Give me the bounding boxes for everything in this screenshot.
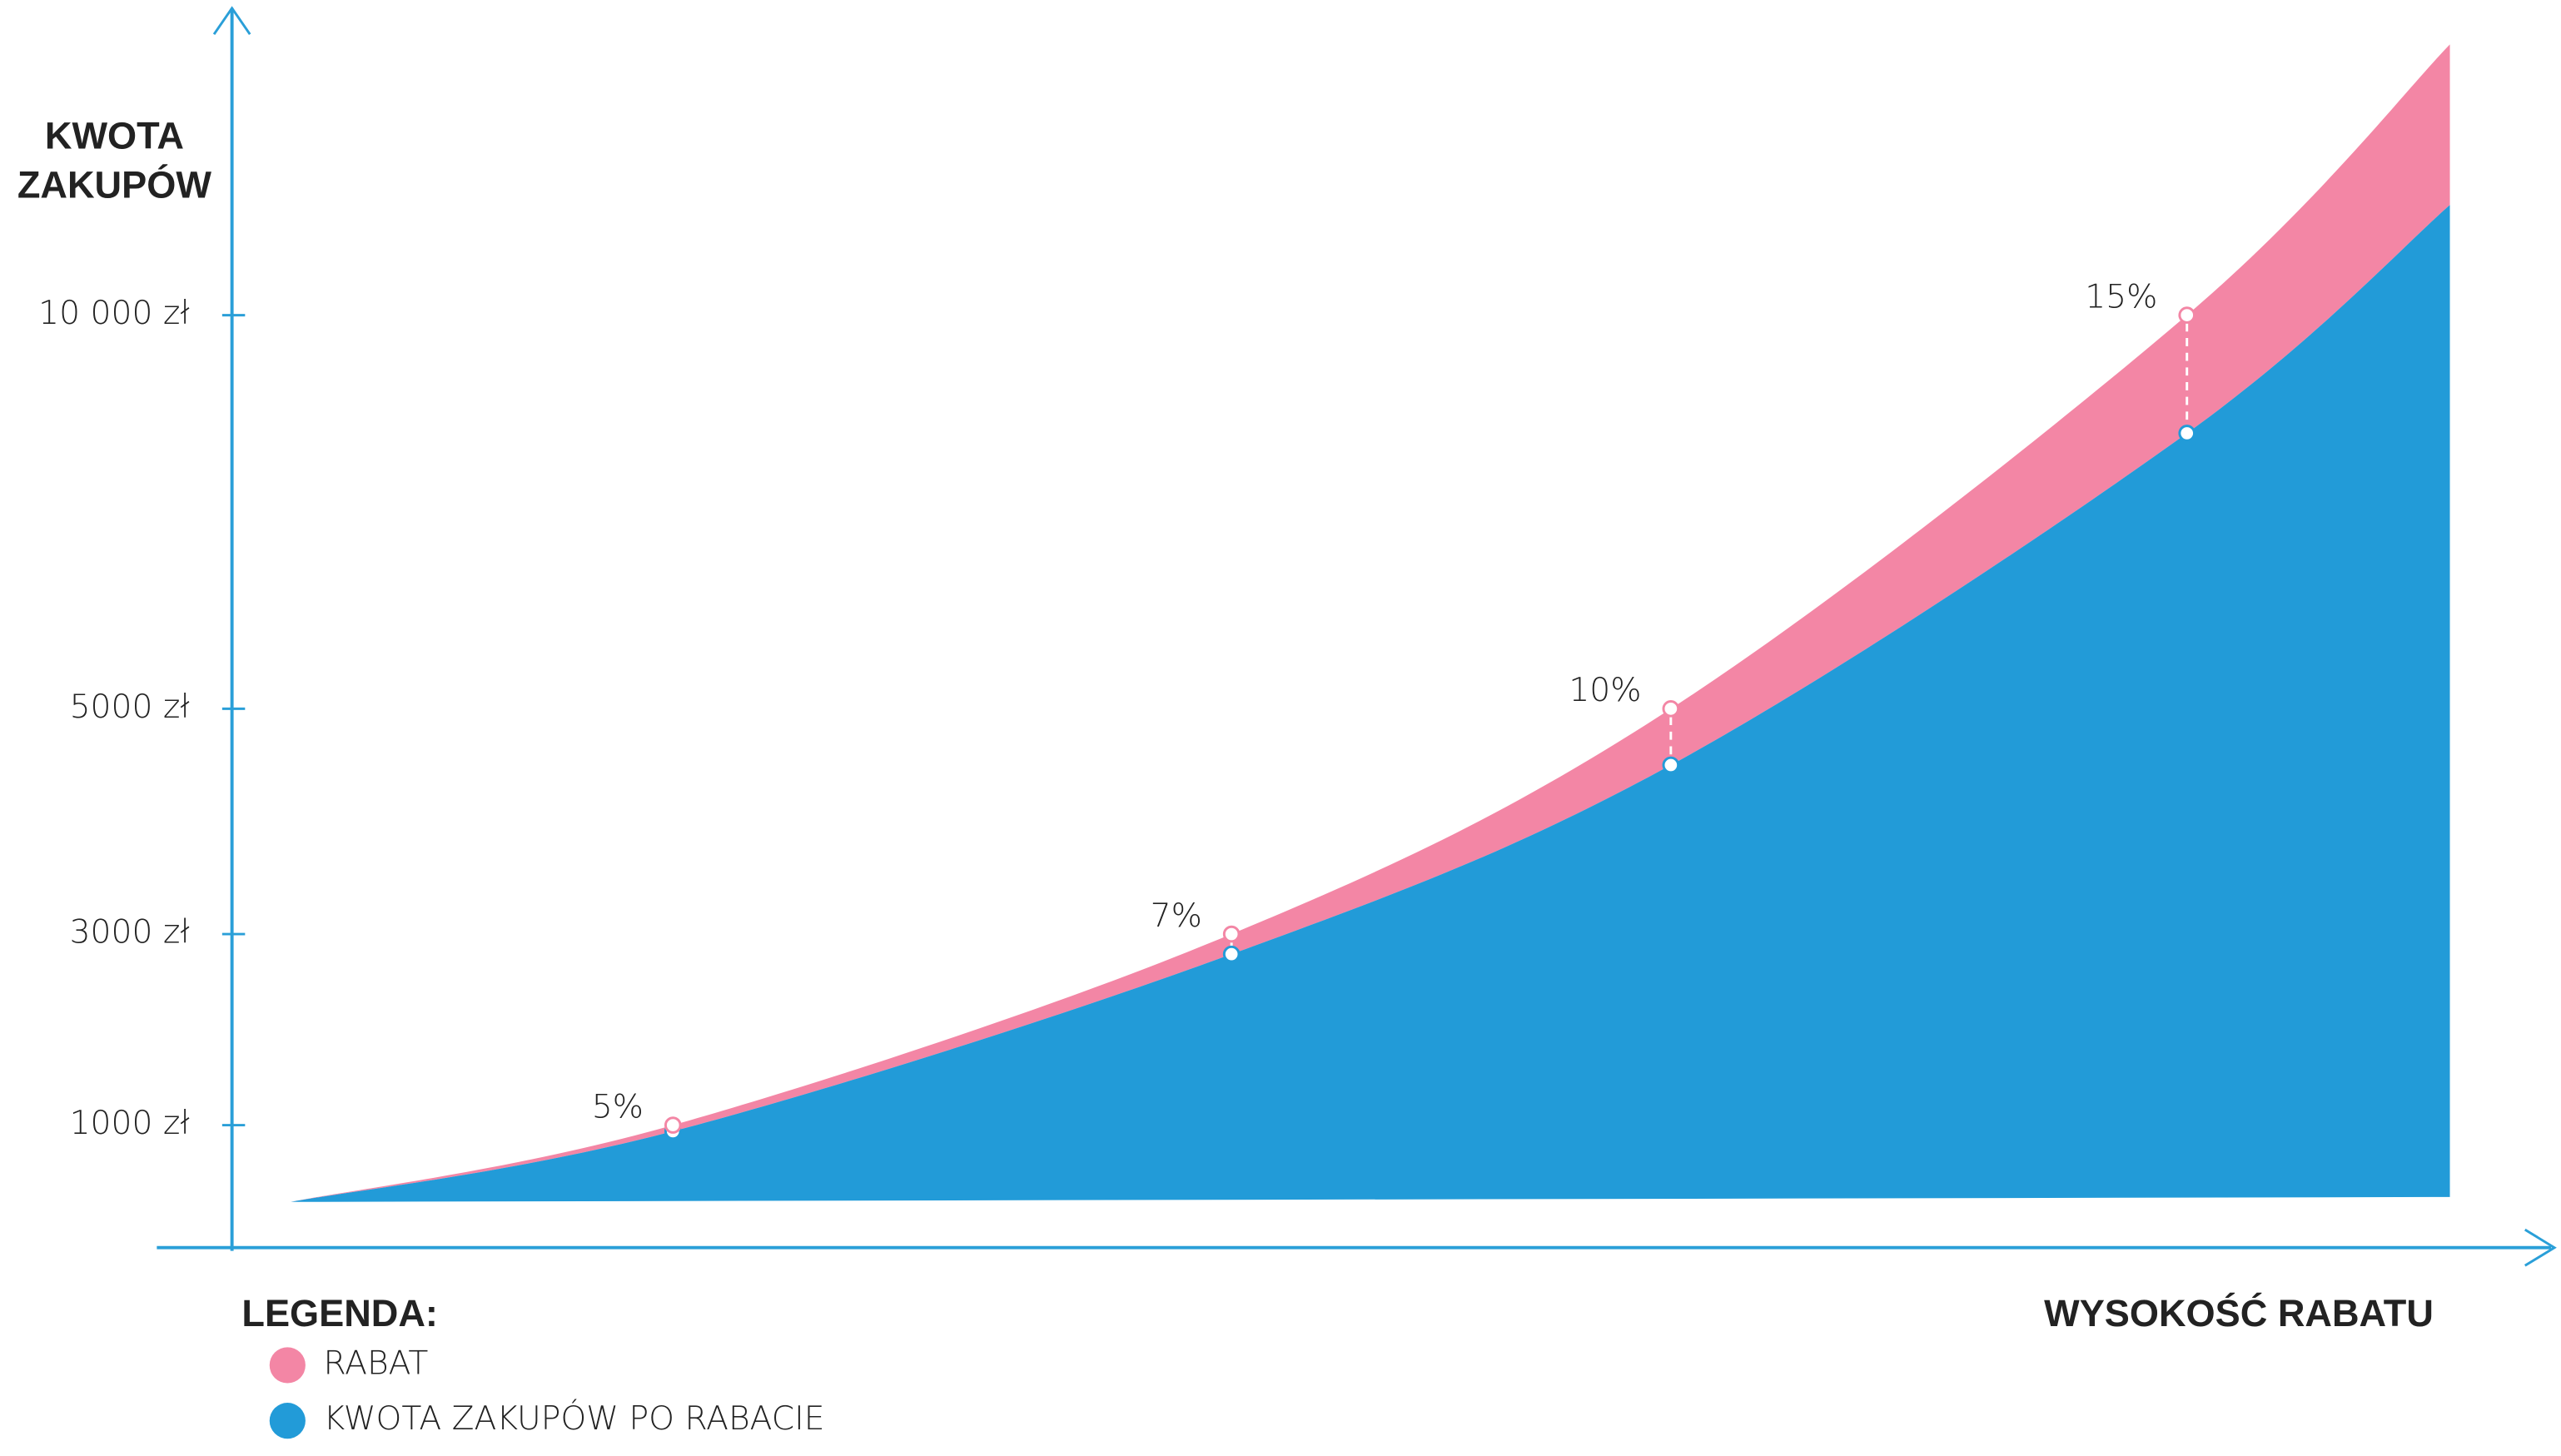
x-axis-label: WYSOKOŚĆ RABATU	[2044, 1292, 2434, 1334]
category-label: 5%	[592, 1088, 644, 1126]
data-point	[1662, 756, 1680, 774]
legend-label: RABAT	[323, 1344, 428, 1382]
data-point	[1222, 925, 1241, 943]
area-fill	[291, 205, 2450, 1202]
category-label: 7%	[1151, 897, 1202, 935]
y-tick-label: 5000 zł	[70, 688, 190, 726]
y-axis-arrow	[212, 6, 251, 36]
y-axis-label: ZAKUPÓW	[17, 164, 211, 206]
data-point	[2178, 306, 2196, 324]
data-point	[664, 1116, 682, 1134]
y-tick-label: 10 000 zł	[38, 295, 189, 332]
data-point	[1662, 700, 1680, 718]
category-label: 15%	[2085, 278, 2157, 316]
y-tick-label: 1000 zł	[70, 1105, 190, 1142]
category-label: 10%	[1569, 672, 1641, 709]
legend-swatch	[269, 1403, 306, 1439]
legend-label: KWOTA ZAKUPÓW PO RABACIE	[323, 1399, 824, 1438]
x-axis-arrow	[2524, 1228, 2557, 1267]
data-point	[1222, 945, 1241, 963]
data-point	[2178, 425, 2196, 442]
y-tick-label: 3000 zł	[70, 914, 190, 952]
legend-title: LEGENDA:	[241, 1292, 438, 1334]
y-axis-label: KWOTA	[45, 115, 184, 157]
legend-swatch	[269, 1347, 306, 1384]
